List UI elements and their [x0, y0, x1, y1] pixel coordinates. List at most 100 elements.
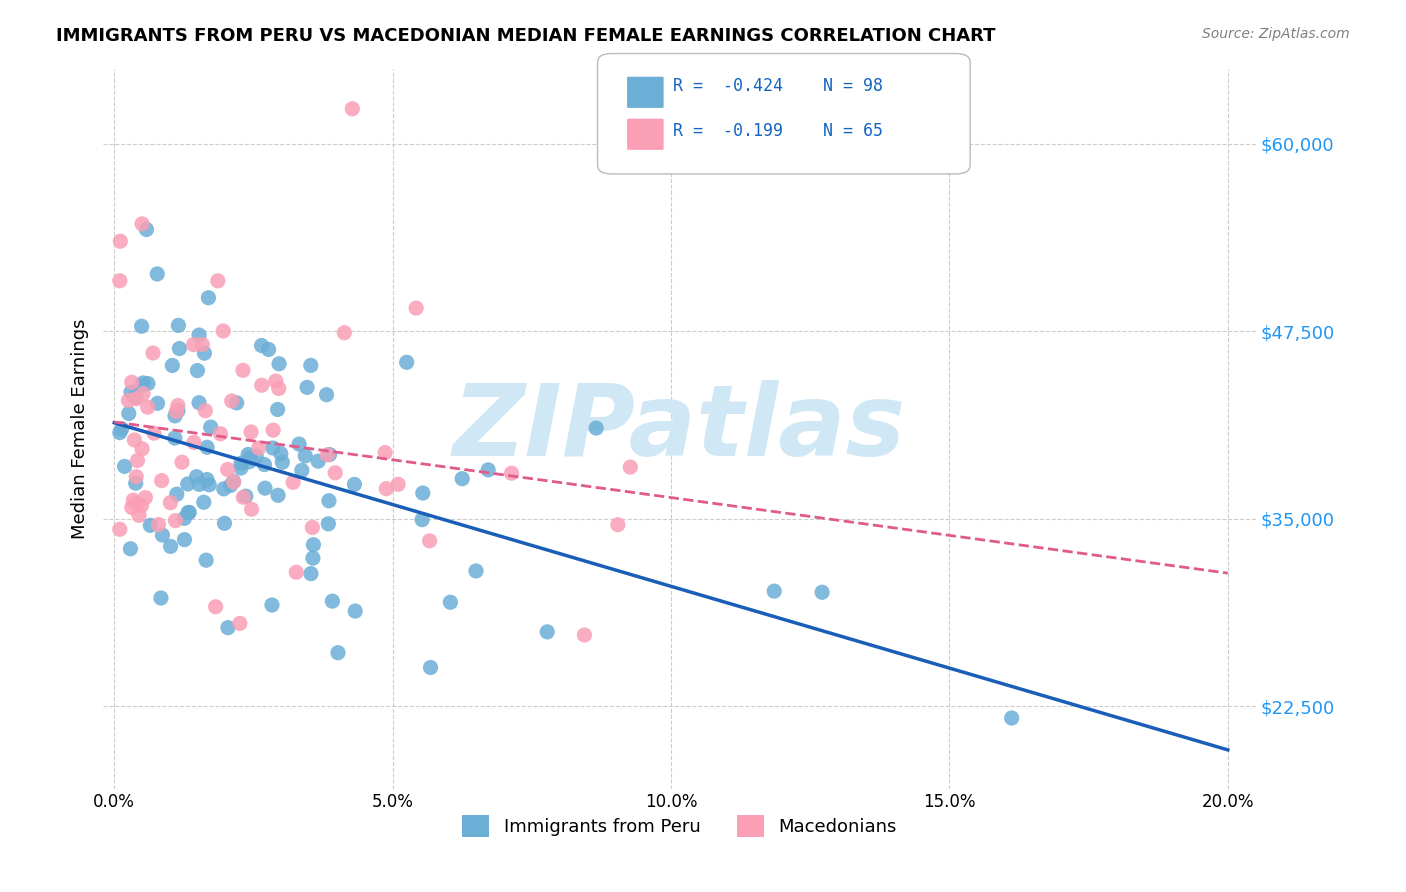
Point	[194, 403, 217, 417]
Point	[135, 222, 157, 236]
Point	[250, 378, 273, 392]
Point	[166, 487, 188, 501]
Point	[763, 584, 786, 599]
Point	[342, 102, 364, 116]
Point	[260, 598, 283, 612]
Point	[183, 435, 205, 450]
Point	[477, 463, 499, 477]
Point	[299, 359, 322, 373]
Point	[195, 553, 218, 567]
Point	[229, 461, 252, 475]
Point	[188, 328, 211, 343]
Point	[318, 493, 340, 508]
Point	[131, 217, 153, 231]
Point	[177, 506, 200, 520]
Point	[229, 456, 252, 470]
Point	[193, 495, 215, 509]
Point	[316, 448, 339, 462]
Point	[315, 388, 337, 402]
Point	[247, 441, 270, 455]
Point	[124, 433, 146, 447]
Point	[574, 628, 596, 642]
Point	[159, 496, 181, 510]
Point	[412, 486, 434, 500]
Point	[232, 490, 254, 504]
Text: R =  -0.424    N = 98: R = -0.424 N = 98	[673, 77, 883, 95]
Point	[186, 469, 208, 483]
Point	[343, 477, 366, 491]
Point	[229, 616, 252, 631]
Point	[136, 376, 159, 391]
Point	[132, 376, 155, 390]
Text: Source: ZipAtlas.com: Source: ZipAtlas.com	[1202, 27, 1350, 41]
Point	[197, 291, 219, 305]
Point	[262, 441, 284, 455]
Point	[128, 508, 150, 523]
Point	[120, 385, 142, 400]
Point	[132, 386, 155, 401]
Point	[236, 448, 259, 462]
Point	[299, 566, 322, 581]
Text: IMMIGRANTS FROM PERU VS MACEDONIAN MEDIAN FEMALE EARNINGS CORRELATION CHART: IMMIGRANTS FROM PERU VS MACEDONIAN MEDIA…	[56, 27, 995, 45]
Text: ZIPatlas: ZIPatlas	[453, 380, 905, 477]
Point	[200, 420, 222, 434]
Point	[451, 472, 474, 486]
Point	[118, 407, 141, 421]
Point	[127, 453, 149, 467]
Text: R =  -0.199    N = 65: R = -0.199 N = 65	[673, 121, 883, 139]
Point	[146, 396, 169, 410]
Point	[266, 402, 288, 417]
Point	[183, 337, 205, 351]
Point	[173, 511, 195, 525]
Point	[124, 391, 146, 405]
Point	[108, 274, 131, 288]
Point	[301, 520, 323, 534]
Point	[395, 355, 418, 369]
Point	[179, 505, 201, 519]
Point	[294, 449, 316, 463]
Point	[143, 426, 166, 441]
Point	[232, 363, 254, 377]
Point	[281, 475, 304, 490]
Point	[131, 319, 153, 334]
Point	[267, 381, 290, 395]
Point	[212, 482, 235, 496]
Point	[162, 359, 184, 373]
Point	[253, 458, 276, 472]
Point	[114, 459, 136, 474]
Point	[302, 538, 325, 552]
Point	[811, 585, 834, 599]
Point	[110, 234, 132, 248]
Point	[177, 477, 200, 491]
Point	[501, 466, 523, 480]
Point	[165, 404, 187, 418]
Point	[117, 393, 139, 408]
Point	[245, 450, 267, 464]
Point	[209, 426, 232, 441]
Point	[411, 513, 433, 527]
Point	[120, 541, 142, 556]
Point	[221, 394, 243, 409]
Point	[307, 454, 329, 468]
Point	[111, 422, 134, 436]
Point	[167, 404, 190, 418]
Point	[204, 599, 226, 614]
Point	[344, 604, 367, 618]
Point	[191, 337, 214, 351]
Point	[240, 425, 263, 439]
Point	[131, 442, 153, 456]
Point	[125, 496, 148, 510]
Point	[149, 591, 172, 605]
Point	[271, 455, 294, 469]
Point	[125, 476, 148, 491]
Point	[222, 475, 245, 489]
Point	[195, 473, 218, 487]
Point	[121, 375, 143, 389]
Point	[270, 447, 292, 461]
Point	[167, 318, 190, 333]
Point	[326, 646, 349, 660]
Point	[198, 477, 221, 491]
Point	[374, 445, 396, 459]
Point	[139, 518, 162, 533]
Point	[285, 566, 308, 580]
